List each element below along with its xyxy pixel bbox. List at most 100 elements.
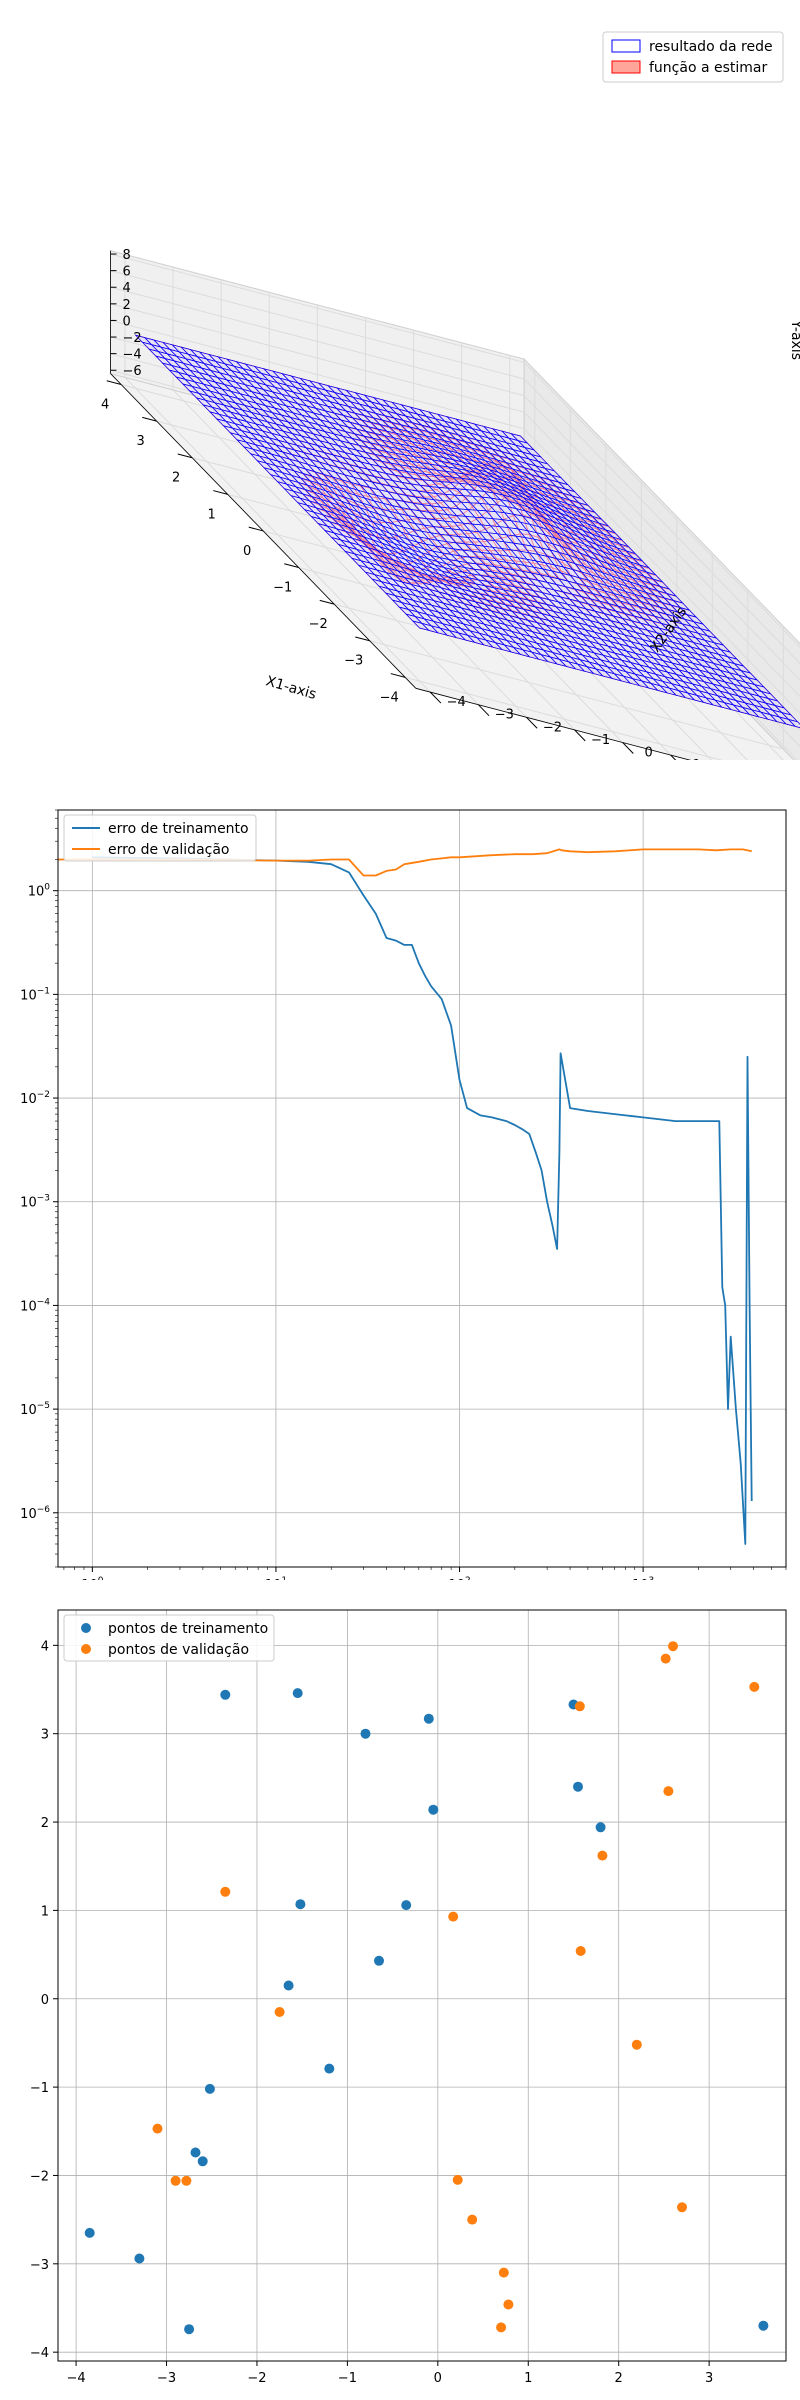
x2-tick-label: −1: [591, 733, 610, 748]
y-tick-label: 1: [41, 1904, 49, 1919]
x1-tick: [213, 490, 228, 495]
scatter-legend: pontos de treinamento pontos de validaçã…: [63, 1614, 275, 1662]
y-tick-label: 0: [123, 314, 131, 329]
legend-swatch-target: [611, 60, 641, 74]
validation-point: [575, 1946, 586, 1956]
x2-tick: [526, 716, 538, 729]
validation-point: [660, 1653, 671, 1664]
wall-grid-z: [110, 270, 800, 665]
x-tick-label: −1: [338, 2371, 357, 2386]
training-point: [292, 1688, 303, 1699]
validation-point: [170, 2175, 181, 2186]
x2-tick-label: 1: [693, 758, 701, 760]
y-tick-label: 2: [41, 1816, 49, 1831]
training-point: [401, 1900, 412, 1911]
training-point: [758, 2320, 769, 2331]
x1-tick: [284, 563, 299, 569]
wall-grid-z: [110, 286, 800, 681]
y-tick-label: 8: [123, 248, 131, 263]
validation-point: [274, 2007, 285, 2017]
x-tick-label: 100: [81, 1576, 104, 1580]
x-tick-label: 1: [524, 2371, 532, 2386]
x2-tick: [622, 742, 634, 754]
x-tick-label: 101: [265, 1576, 287, 1580]
x1-tick: [142, 416, 157, 422]
x-tick-label: 3: [705, 2371, 713, 2386]
y-axis-label: Y-axis: [788, 319, 800, 360]
surface-legend: resultado da rede função a estimar: [602, 31, 784, 83]
x1-tick-label: 0: [243, 544, 251, 559]
y-tick-label: 3: [41, 1728, 49, 1743]
validation-point: [467, 2214, 478, 2225]
validation-point: [663, 1786, 674, 1797]
legend-label-target: função a estimar: [649, 60, 767, 76]
validation-point: [496, 2322, 507, 2333]
training-point: [84, 2227, 95, 2238]
loss-curve-chart: 100 101 102 103 10−6 10−5 10−4 10−3 10−2 10−1100 …: [20, 809, 787, 1580]
x1-tick: [248, 526, 264, 532]
y-tick-label: −2: [30, 2169, 49, 2184]
y-tick-label: −3: [30, 2258, 49, 2273]
scatter-grid: [58, 1610, 786, 2361]
training-point: [360, 1728, 371, 1739]
y-tick-label: 2: [123, 298, 131, 313]
x1-tick: [319, 599, 335, 605]
training-point: [324, 2063, 335, 2074]
validation-point: [181, 2175, 192, 2186]
loss-series: [58, 848, 753, 1545]
validation-point: [631, 2039, 642, 2050]
x1-axis-label: X1-axis: [264, 673, 318, 703]
x1-tick-label: 4: [101, 398, 109, 413]
y-tick-label: 10−5: [20, 1401, 50, 1418]
training-point: [295, 1899, 306, 1910]
wall-grid-z: [110, 253, 800, 648]
training-point: [190, 2147, 201, 2158]
x-tick-label: 103: [632, 1576, 654, 1580]
y-tick-label: 10−4: [20, 1297, 50, 1314]
validation-point: [668, 1641, 678, 1652]
x1-tick-label: 2: [172, 471, 180, 486]
network-output-surface: [134, 334, 800, 729]
training-point: [204, 2083, 215, 2094]
y-tick-label: 4: [123, 281, 131, 296]
legend-marker-training: [81, 1623, 91, 1633]
x1-tick-label: −2: [309, 617, 328, 632]
network-output-surface-cell: [787, 718, 800, 729]
x2-tick-label: −4: [447, 695, 466, 710]
loss-ticks: 100 101 102 103 10−6 10−5 10−4 10−3 10−2 10−1 100: [20, 809, 787, 1580]
validation-point: [220, 1886, 231, 1897]
y-tick-label: −1: [30, 2081, 49, 2096]
wall-grid-z: [110, 319, 800, 714]
x2-tick-label: −2: [543, 720, 562, 735]
legend-swatch-network: [611, 39, 641, 53]
validation-point: [574, 1701, 585, 1712]
x1-tick-label: −1: [273, 581, 292, 596]
validation-point: [597, 1850, 608, 1861]
y-tick-label: −4: [30, 2346, 49, 2361]
scatter-ticks: −4 −3 −2 −1 0 1 2 3 −4 −3 −2 −1 0 1 2 3 4: [30, 1639, 713, 2386]
y-tick-label: 10−3: [20, 1194, 50, 1211]
training-point: [197, 2156, 208, 2167]
scatter-chart: −4 −3 −2 −1 0 1 2 3 −4 −3 −2 −1 0 1 2 3 4 pontos de trei…: [30, 1609, 787, 2386]
validation-point: [452, 2174, 463, 2185]
x-tick-label: −2: [247, 2371, 266, 2386]
scatter-points: [84, 1641, 769, 2335]
y-tick-label: 4: [41, 1639, 49, 1654]
loss-legend: erro de treinamento erro de validação: [63, 814, 257, 862]
y-tick-label: 10−6: [20, 1505, 50, 1522]
x-tick-label: 0: [434, 2371, 442, 2386]
x1-tick: [355, 636, 370, 642]
y-tick-label: −4: [123, 348, 142, 363]
training-point: [428, 1804, 439, 1815]
training-point: [134, 2253, 145, 2264]
legend-label-validation-points: pontos de validação: [108, 1642, 249, 1658]
scatter-plot-frame: [57, 1609, 787, 2362]
legend-marker-validation: [81, 1644, 91, 1654]
training-point: [595, 1822, 606, 1833]
loss-grid: [58, 810, 786, 1567]
y-tick-label: 10−2: [20, 1090, 50, 1107]
training-point: [423, 1713, 434, 1724]
x1-tick-label: 3: [137, 434, 145, 449]
